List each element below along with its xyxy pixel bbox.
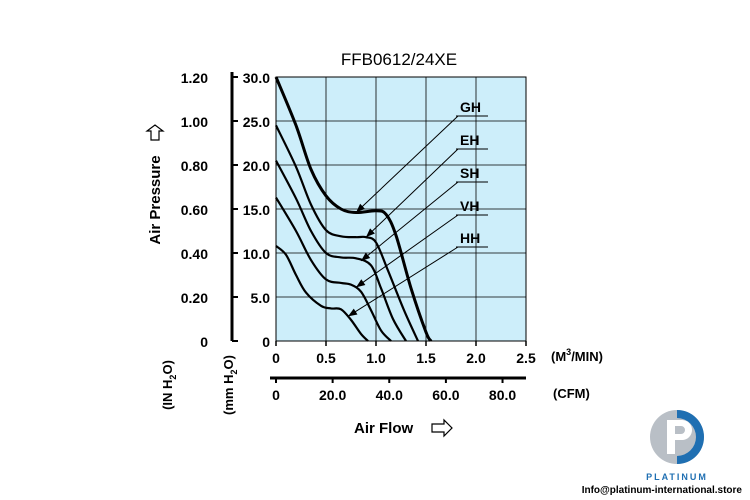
y-mm-tick-label: 20.0	[243, 158, 270, 174]
series-label-hh: HH	[460, 230, 480, 246]
x-primary-tick-label: 1.0	[366, 350, 386, 366]
x-axis-primary-unit: (M3/MIN)	[551, 347, 603, 364]
x-primary-tick-label: 2.5	[516, 350, 536, 366]
x-axis-primary-ticks: 0 0.5 1.0 1.5 2.0 2.5	[272, 341, 536, 366]
x-secondary-tick-label: 0	[272, 387, 280, 403]
y-unit-mm: (mm H2O)	[221, 355, 239, 415]
y-in-tick-label: 0.60	[181, 202, 208, 218]
chart-title: FFB0612/24XE	[341, 50, 457, 69]
y-mm-tick-label: 15.0	[243, 202, 270, 218]
leader-line	[355, 214, 459, 288]
series-line-hh	[275, 245, 369, 342]
brand-name: PLATINUM	[646, 472, 708, 482]
arrowhead-icon	[348, 308, 358, 317]
x-secondary-tick-label: 80.0	[489, 387, 516, 403]
x-primary-tick-label: 0.5	[316, 350, 336, 366]
y-in-tick-label: 0.20	[181, 290, 208, 306]
brand-logo: PLATINUM	[612, 404, 742, 494]
y-mm-tick-label: 30.0	[243, 70, 270, 86]
x-axis-secondary-ticks: 0 20.0 40.0 60.0 80.0	[272, 378, 516, 403]
leader-line	[347, 246, 459, 317]
series-layer	[274, 76, 433, 342]
y-mm-tick-label: 5.0	[251, 290, 271, 306]
x-secondary-tick-label: 60.0	[432, 387, 459, 403]
right-arrow-icon	[431, 418, 453, 438]
y-axis-title-text: Air Pressure	[147, 155, 164, 244]
series-line-gh	[274, 76, 433, 342]
x-axis-secondary-unit: (CFM)	[553, 386, 590, 401]
y-mm-tick-label: 0	[262, 334, 270, 350]
leader-line	[360, 181, 459, 262]
contact-email[interactable]: Info@platinum-international.store	[581, 485, 742, 496]
leader-line	[355, 115, 459, 213]
up-arrow-icon	[145, 124, 165, 141]
annotation-layer: GH EH SH VH HH	[347, 99, 488, 317]
x-secondary-tick-label: 20.0	[319, 387, 346, 403]
y-in-tick-label: 0.80	[181, 158, 208, 174]
plot-frame	[275, 76, 527, 342]
series-label-vh: VH	[460, 198, 479, 214]
y-mm-tick-label: 10.0	[243, 246, 270, 262]
y-axis-in-ticks: 0 0.20 0.40 0.60 0.80 1.00 1.20	[181, 70, 208, 350]
arrowhead-icon	[366, 228, 375, 238]
y-in-tick-label: 1.00	[181, 114, 208, 130]
x-primary-tick-label: 2.0	[466, 350, 486, 366]
y-unit-in: (IN H2O)	[160, 360, 178, 410]
series-line-eh	[275, 124, 420, 342]
x-secondary-tick-label: 40.0	[376, 387, 403, 403]
series-label-sh: SH	[460, 165, 479, 181]
series-line-vh	[275, 196, 392, 342]
x-primary-tick-label: 1.5	[416, 350, 436, 366]
y-in-tick-label: 1.20	[181, 70, 208, 86]
arrowhead-icon	[361, 252, 371, 261]
y-axis-title: Air Pressure	[145, 124, 165, 245]
y-axis-mm-ticks: 0 5.0 10.0 15.0 20.0 25.0 30.0	[232, 70, 270, 350]
x-axis-title: Air Flow	[354, 420, 413, 437]
series-label-gh: GH	[460, 99, 481, 115]
platinum-logo-icon	[650, 410, 704, 464]
series-label-eh: EH	[460, 132, 479, 148]
x-primary-tick-label: 0	[272, 350, 280, 366]
series-line-sh	[275, 160, 407, 342]
y-mm-tick-label: 25.0	[243, 114, 270, 130]
leader-line	[365, 148, 459, 238]
arrowhead-icon	[356, 279, 366, 288]
arrowhead-icon	[356, 203, 365, 213]
y-in-tick-label: 0	[200, 334, 208, 350]
y-in-tick-label: 0.40	[181, 246, 208, 262]
